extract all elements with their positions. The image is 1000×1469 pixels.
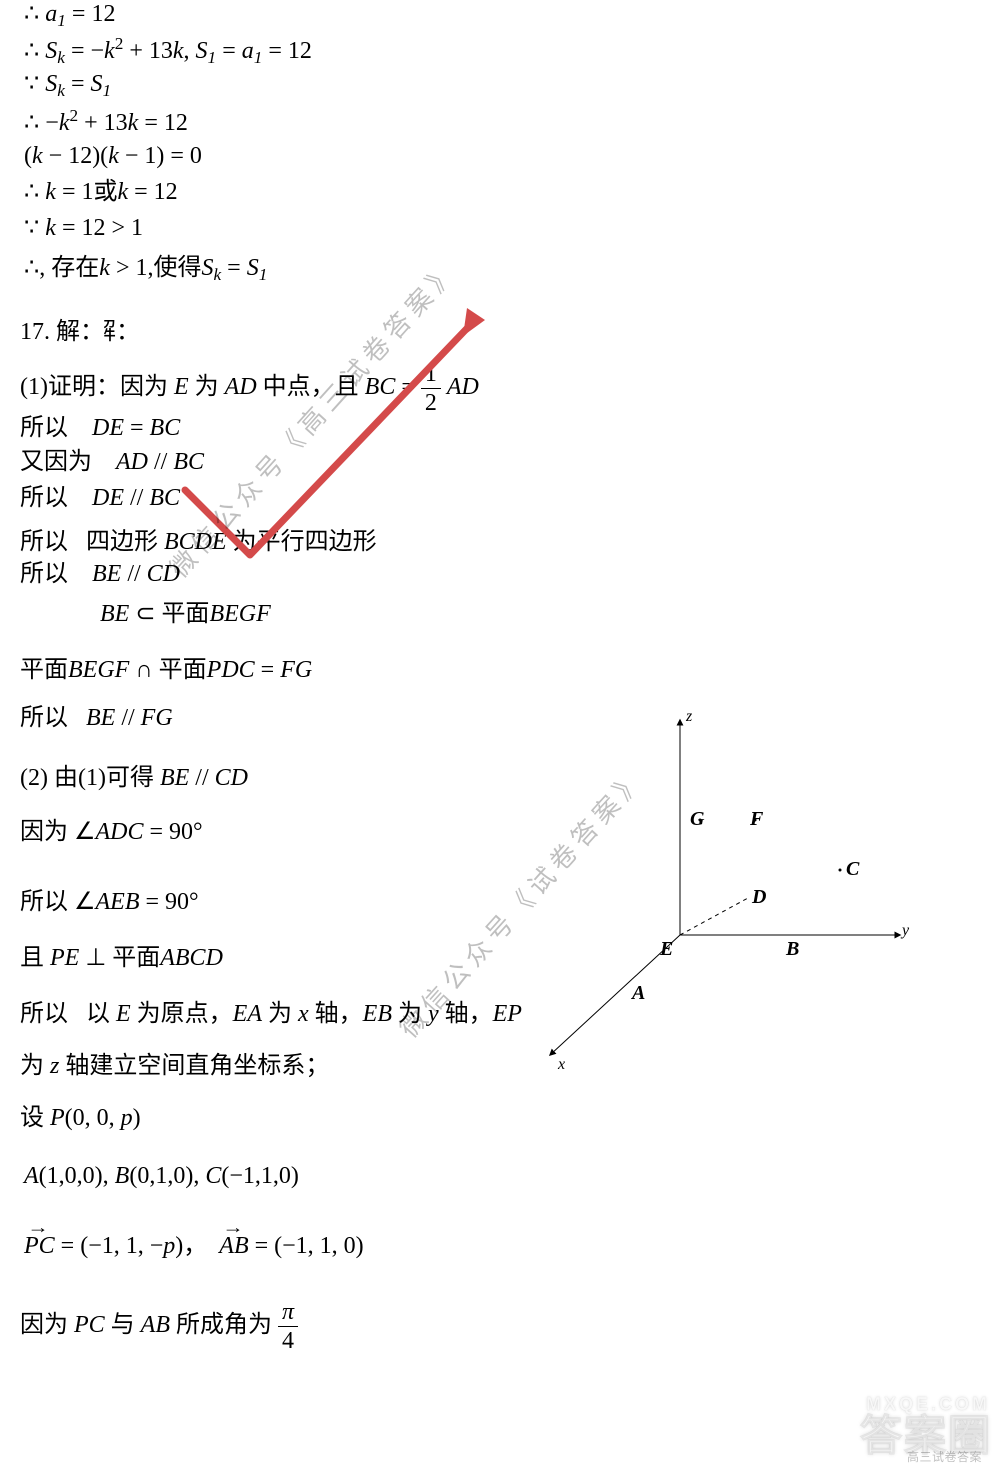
- line-de-bc: 所以 DE = BC: [20, 414, 180, 443]
- line-begf-int-pdc: 平面BEGF ∩ 平面PDC = FG: [20, 656, 312, 685]
- p17-heading-real: 17. 解：: [20, 318, 104, 347]
- p17-1-line: (1)证明：因为 E 为 AD 中点，且 BC = 1 2 AD: [20, 362, 479, 415]
- line-bcde: 所以 四边形 BCDE 为平行四边形: [20, 528, 377, 557]
- pt-E: E: [660, 938, 673, 961]
- line-setP: 设 P(0, 0, p): [20, 1104, 141, 1133]
- axes-diagram: G F C D B E A z y x: [540, 700, 920, 1080]
- eq-k12: ∵ k = 12 > 1: [24, 214, 143, 243]
- line-de-par-bc: 所以 DE // BC: [20, 484, 180, 513]
- frac-pi4: π 4: [278, 1300, 298, 1353]
- frac-pi4-num: π: [278, 1300, 298, 1327]
- eq-quad: ∴ −k2 + 13k = 12: [24, 106, 188, 138]
- eq-a1: ∴ a1 = 12: [24, 0, 115, 32]
- pt-D: D: [752, 886, 766, 909]
- line-be-sub-begf: BE ⊂ 平面BEGF: [100, 600, 271, 629]
- line-pe-perp: 且 PE ⊥ 平面ABCD: [20, 944, 223, 973]
- line-adc-90: 因为 ∠ADC = 90°: [20, 818, 203, 847]
- page-root: ∴ a1 = 12 ∴ Sk = −k2 + 13k, S1 = a1 = 12…: [0, 0, 1000, 1469]
- line-aeb-90: 所以 ∠AEB = 90°: [20, 888, 199, 917]
- line-origin: 所以 以 E 为原点，EA 为 x 轴，EB 为 y 轴，EP: [20, 1000, 522, 1029]
- eq-factor: (k − 12)(k − 1) = 0: [24, 142, 202, 171]
- frac-pi4-den: 4: [278, 1327, 298, 1353]
- axis-y: y: [902, 922, 909, 940]
- pt-B: B: [786, 938, 799, 961]
- pt-G: G: [690, 808, 704, 831]
- pt-A: A: [632, 982, 645, 1005]
- line-zaxis: 为 z 轴建立空间直角坐标系；: [20, 1052, 329, 1081]
- line-ad-bc: 又因为 AD // BC: [20, 448, 204, 477]
- frac-half: 1 2: [421, 362, 441, 415]
- line-points: A(1,0,0), B(0,1,0), C(−1,1,0): [24, 1162, 299, 1191]
- eq-sk-eq-s1: ∵ Sk = S1: [24, 70, 111, 102]
- axis-x: x: [558, 1056, 565, 1074]
- pt-C: C: [846, 858, 859, 881]
- eq-k-values: ∴ k = 1或k = 12: [24, 178, 178, 207]
- line-be-cd: 所以 BE // CD: [20, 560, 180, 589]
- axis-z: z: [686, 708, 692, 726]
- eq-exists: ∴, 存在k > 1,使得Sk = S1: [24, 254, 267, 286]
- frac-half-num: 1: [421, 362, 441, 389]
- line-be-fg: 所以 BE // FG: [20, 704, 173, 733]
- line-vectors: PC = (−1, 1, −p)， AB = (−1, 1, 0): [24, 1232, 364, 1261]
- pt-F: F: [750, 808, 763, 831]
- p17-2-line: (2) 由(1)可得 BE // CD: [20, 764, 248, 793]
- eq-sk-expand: ∴ Sk = −k2 + 13k, S1 = a1 = 12: [24, 34, 312, 69]
- line-angle: 因为 PC 与 AB 所成角为 π 4: [20, 1300, 298, 1353]
- bottom-tiny-wm: 高三试卷答案: [907, 1448, 982, 1465]
- frac-half-den: 2: [421, 389, 441, 415]
